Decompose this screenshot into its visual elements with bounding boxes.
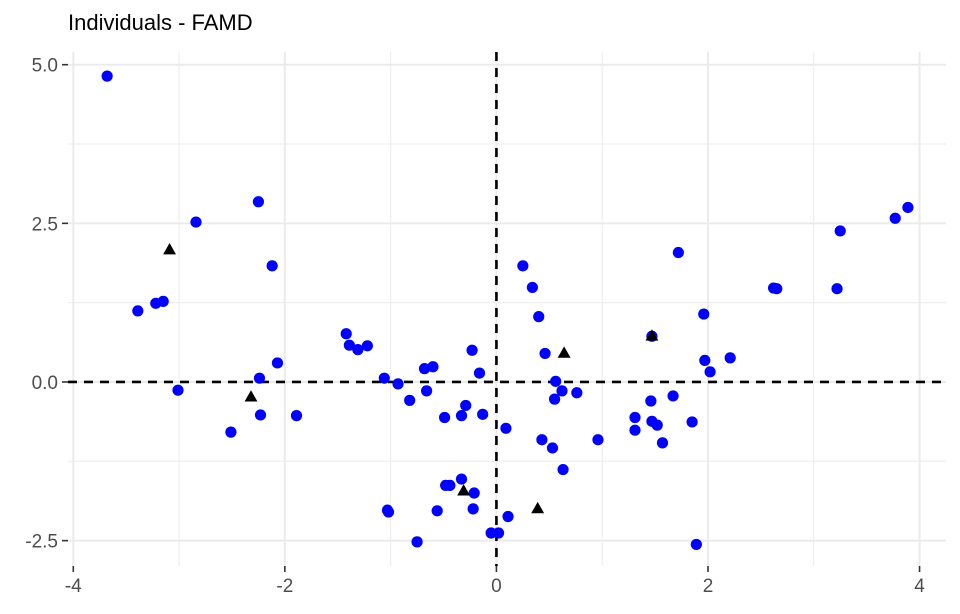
triangle-point: [557, 346, 571, 358]
data-point: [771, 283, 783, 295]
data-point: [902, 201, 914, 214]
data-point: [253, 372, 266, 384]
data-point: [672, 246, 684, 259]
data-point: [651, 419, 663, 431]
data-point: [431, 505, 443, 517]
x-tick-label: -2: [276, 576, 293, 597]
data-point: [404, 394, 416, 406]
data-point: [526, 281, 538, 294]
data-point: [455, 410, 468, 422]
data-point: [533, 311, 545, 323]
y-tick-label: 0.0: [32, 373, 58, 394]
data-point: [629, 411, 641, 424]
data-point: [382, 506, 395, 518]
y-tick-label: 5.0: [32, 56, 58, 77]
data-point: [656, 437, 669, 449]
data-point: [645, 395, 657, 407]
data-point: [254, 409, 267, 421]
axes: -4 -2 0 2 4 -2.5 0.0 2.5 5.0: [25, 56, 925, 597]
data-point: [460, 399, 472, 412]
data-point: [392, 378, 404, 390]
y-tick-label: 2.5: [32, 214, 58, 235]
triangle-point: [645, 329, 659, 341]
triangle-point: [457, 484, 471, 496]
data-point: [629, 424, 641, 436]
data-point: [724, 352, 736, 364]
data-point: [592, 434, 604, 446]
data-point: [831, 283, 843, 295]
triangle-point: [531, 501, 545, 514]
data-point: [378, 372, 390, 384]
data-point: [438, 411, 451, 424]
data-point: [698, 308, 710, 320]
data-point: [252, 196, 265, 208]
data-point: [101, 70, 113, 82]
data-point: [271, 357, 284, 369]
data-point: [157, 295, 169, 307]
data-point: [343, 339, 355, 351]
data-point: [539, 347, 551, 360]
data-point: [502, 510, 514, 523]
data-point: [361, 340, 373, 352]
data-point: [340, 328, 352, 340]
data-point: [468, 487, 480, 499]
data-point: [172, 384, 184, 396]
data-point: [421, 385, 433, 397]
data-point: [556, 385, 568, 397]
x-tick-label: 4: [914, 576, 925, 597]
data-point: [477, 408, 489, 420]
data-point: [190, 216, 202, 228]
triangle-point: [163, 242, 176, 255]
triangle-point: [244, 390, 258, 402]
data-point: [550, 375, 562, 387]
data-point: [492, 527, 505, 539]
data-point: [549, 393, 561, 405]
data-point: [834, 225, 846, 237]
x-tick-label: -4: [65, 576, 82, 597]
data-point: [571, 387, 583, 399]
data-point: [418, 363, 431, 375]
y-tick-label: -2.5: [25, 532, 58, 553]
data-point: [427, 361, 439, 373]
data-point: [500, 422, 512, 434]
data-point: [686, 416, 698, 428]
data-point: [466, 344, 478, 356]
data-point: [690, 538, 702, 551]
data-point: [411, 536, 423, 548]
data-point: [132, 305, 144, 317]
data-point: [290, 410, 303, 422]
data-point: [352, 344, 364, 356]
data-point: [225, 426, 237, 438]
x-tick-label: 2: [703, 576, 714, 597]
grid: [68, 52, 946, 566]
data-point: [266, 260, 278, 272]
data-point: [667, 390, 679, 402]
data-point: [455, 473, 468, 485]
points-layer: [101, 70, 914, 551]
data-point: [546, 442, 559, 454]
data-point: [699, 354, 711, 366]
data-point: [889, 212, 901, 224]
data-point: [467, 503, 479, 515]
x-tick-label: 0: [491, 576, 502, 597]
data-point: [473, 367, 486, 379]
data-point: [704, 366, 716, 378]
data-point: [557, 463, 569, 476]
data-point: [444, 479, 456, 492]
chart-title: Individuals - FAMD: [68, 10, 253, 35]
data-point: [536, 434, 548, 446]
reference-lines: [68, 52, 946, 566]
data-point: [517, 260, 529, 272]
